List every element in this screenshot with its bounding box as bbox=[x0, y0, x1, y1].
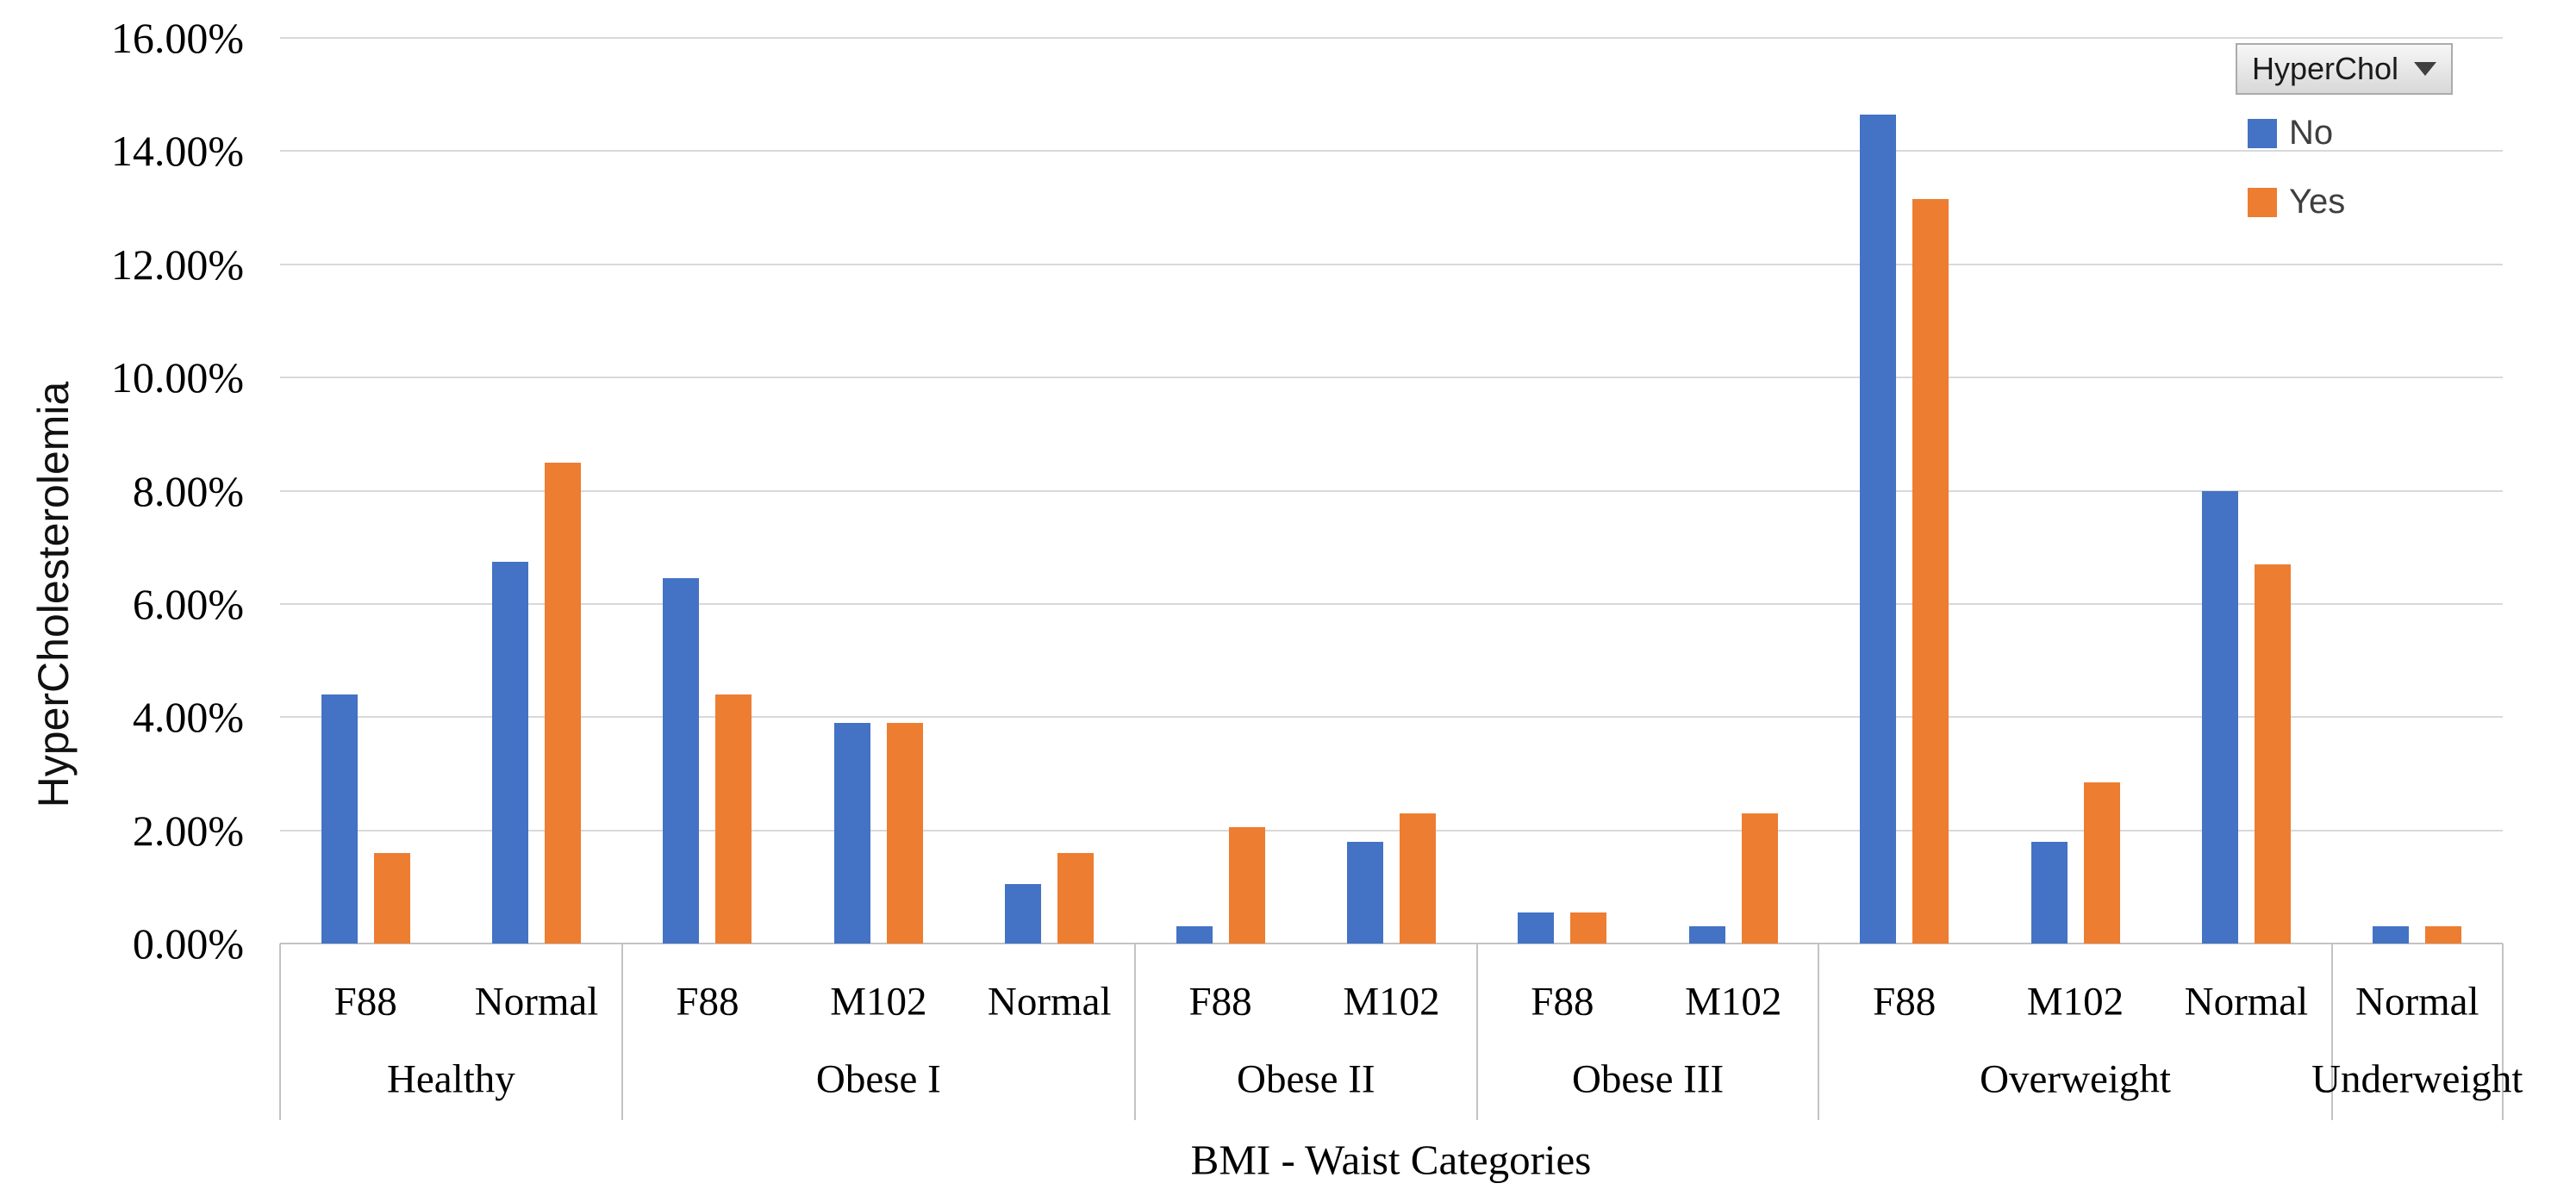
bar-yes-obese-i-normal[interactable] bbox=[1057, 852, 1095, 944]
y-axis-tick-label: 10.00% bbox=[110, 353, 244, 402]
gridline bbox=[280, 602, 2503, 605]
bar-no-underweight-normal[interactable] bbox=[2373, 926, 2410, 944]
y-axis-tick-label: 0.00% bbox=[132, 919, 244, 968]
x-axis-title: BMI - Waist Categories bbox=[1190, 1136, 1592, 1184]
y-axis-tick-label: 16.00% bbox=[110, 14, 244, 62]
x-axis-category-label: F88 bbox=[1531, 979, 1594, 1025]
category-group-divider bbox=[1133, 944, 1136, 1120]
bar-no-healthy-normal[interactable] bbox=[492, 561, 529, 944]
bar-yes-obese-iii-f88[interactable] bbox=[1570, 912, 1607, 944]
bar-yes-healthy-f88[interactable] bbox=[373, 852, 410, 944]
x-axis-group-label: Underweight bbox=[2311, 1056, 2523, 1102]
x-axis-category-label: Normal bbox=[987, 979, 1112, 1025]
bar-no-overweight-m102[interactable] bbox=[2030, 841, 2068, 944]
x-axis-category-label: F88 bbox=[334, 979, 397, 1025]
y-axis-tick-label: 2.00% bbox=[132, 806, 244, 855]
bar-no-obese-iii-f88[interactable] bbox=[1518, 912, 1555, 944]
bar-yes-obese-iii-m102[interactable] bbox=[1741, 813, 1778, 944]
gridline bbox=[280, 716, 2503, 719]
gridline bbox=[280, 829, 2503, 831]
legend-label-no: No bbox=[2289, 114, 2334, 152]
category-group-divider bbox=[1818, 944, 1820, 1120]
y-axis-tick-label: 14.00% bbox=[110, 127, 244, 176]
y-axis-tick-label: 6.00% bbox=[132, 579, 244, 628]
bar-no-overweight-f88[interactable] bbox=[1860, 114, 1897, 944]
bar-no-obese-ii-m102[interactable] bbox=[1347, 841, 1383, 944]
bar-no-obese-ii-f88[interactable] bbox=[1176, 926, 1213, 944]
x-axis-category-label: M102 bbox=[1685, 979, 1782, 1025]
x-axis-category-label: Normal bbox=[2184, 979, 2309, 1025]
gridline bbox=[280, 37, 2503, 39]
legend-swatch-yes bbox=[2248, 187, 2277, 217]
x-axis-group-label: Obese III bbox=[1571, 1056, 1725, 1102]
legend-item-yes[interactable]: Yes bbox=[2248, 183, 2345, 221]
x-axis-group-label: Obese II bbox=[1237, 1056, 1375, 1102]
category-group-divider bbox=[2502, 944, 2504, 1120]
bar-yes-obese-i-f88[interactable] bbox=[715, 694, 752, 944]
category-group-divider bbox=[1475, 944, 1478, 1120]
legend-swatch-no bbox=[2248, 118, 2277, 148]
bar-no-healthy-f88[interactable] bbox=[321, 694, 358, 944]
x-axis-category-label: Normal bbox=[474, 979, 599, 1025]
pivot-field-button-label: HyperChol bbox=[2251, 51, 2399, 86]
gridline bbox=[280, 263, 2503, 265]
category-group-divider bbox=[621, 944, 623, 1120]
x-axis-category-label: F88 bbox=[1188, 979, 1252, 1025]
dropdown-arrow-icon bbox=[2414, 62, 2437, 76]
bar-no-obese-i-f88[interactable] bbox=[663, 578, 700, 944]
gridline bbox=[280, 150, 2503, 153]
x-axis-group-label: Healthy bbox=[386, 1056, 515, 1102]
legend-item-no[interactable]: No bbox=[2248, 114, 2333, 153]
bar-no-obese-i-normal[interactable] bbox=[1005, 884, 1042, 944]
bar-yes-obese-i-m102[interactable] bbox=[886, 722, 923, 944]
bar-yes-obese-ii-f88[interactable] bbox=[1228, 827, 1265, 944]
x-axis-category-label: M102 bbox=[1343, 979, 1440, 1025]
bar-yes-overweight-f88[interactable] bbox=[1912, 199, 1949, 944]
bar-yes-overweight-normal[interactable] bbox=[2254, 564, 2291, 944]
x-axis-baseline bbox=[280, 943, 2503, 944]
y-axis-tick-label: 8.00% bbox=[132, 466, 244, 515]
bar-no-obese-i-m102[interactable] bbox=[833, 722, 870, 944]
x-axis-group-label: Obese I bbox=[815, 1056, 941, 1102]
pivot-field-button[interactable]: HyperChol bbox=[2236, 43, 2453, 95]
legend-label-yes: Yes bbox=[2289, 183, 2346, 221]
bar-yes-healthy-normal[interactable] bbox=[545, 462, 582, 944]
x-axis-category-label: F88 bbox=[1873, 979, 1937, 1025]
bar-yes-obese-ii-m102[interactable] bbox=[1400, 813, 1436, 944]
x-axis-category-label: M102 bbox=[830, 979, 927, 1025]
x-axis-group-label: Overweight bbox=[1980, 1056, 2171, 1102]
bar-yes-underweight-normal[interactable] bbox=[2425, 926, 2462, 944]
category-band-border-left bbox=[279, 944, 281, 1120]
x-axis-category-label: F88 bbox=[676, 979, 739, 1025]
bar-yes-overweight-m102[interactable] bbox=[2083, 782, 2120, 944]
x-axis-category-label: Normal bbox=[2355, 979, 2479, 1025]
category-group-divider bbox=[2330, 944, 2333, 1120]
bar-no-overweight-normal[interactable] bbox=[2201, 490, 2238, 944]
x-axis-category-label: M102 bbox=[2026, 979, 2124, 1025]
bar-no-obese-iii-m102[interactable] bbox=[1688, 926, 1725, 944]
y-axis-tick-label: 12.00% bbox=[110, 240, 244, 289]
gridline bbox=[280, 377, 2503, 379]
y-axis-tick-label: 4.00% bbox=[132, 693, 244, 742]
gridline bbox=[280, 489, 2503, 492]
